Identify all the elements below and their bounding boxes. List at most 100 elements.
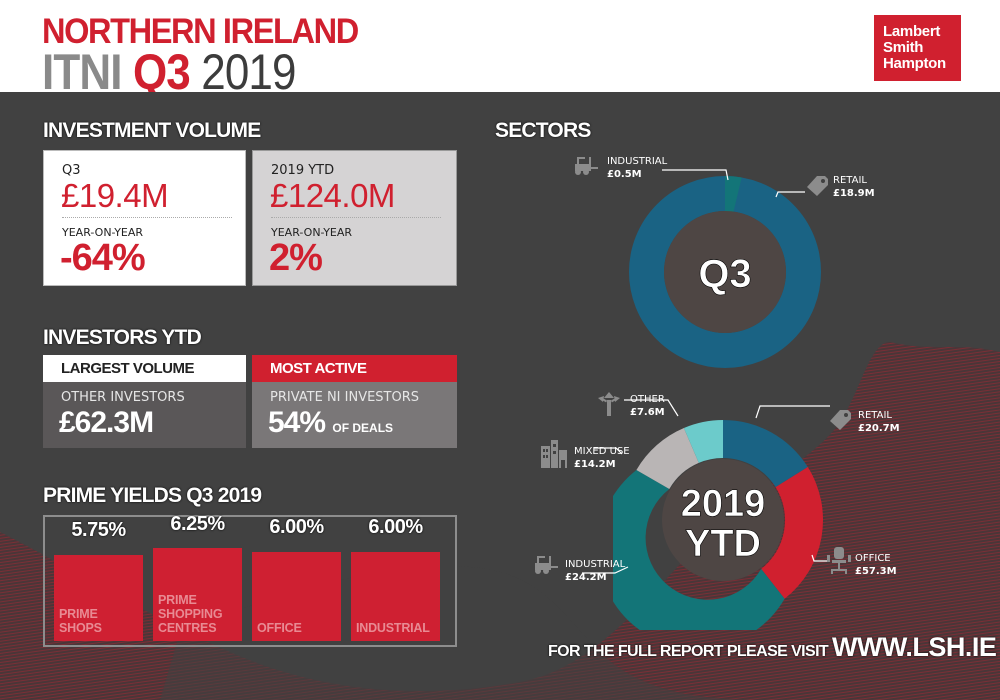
directions-arrow-icon [598, 392, 620, 416]
prime-yields-heading: PRIME YIELDS Q3 2019 [43, 484, 262, 507]
label-line: SHOPS [59, 621, 102, 635]
donut-center [664, 211, 786, 333]
largest-volume-header: LARGEST VOLUME [43, 355, 246, 382]
donut-center [662, 459, 784, 581]
sector-name: INDUSTRIAL [607, 156, 668, 167]
ytd-other-label: OTHER £7.6M [630, 393, 665, 419]
yield-bar: PRIME SHOPS [54, 555, 143, 641]
donut-segment-industrial [725, 176, 742, 214]
most-active-percent: 54% [268, 406, 326, 439]
infographic-body: INVESTMENT VOLUME Q3 £19.4M YEAR-ON-YEAR… [0, 92, 1000, 700]
report-title-year: 2019 [201, 44, 296, 100]
yield-bar-industrial: 6.00% INDUSTRIAL [351, 516, 440, 641]
sector-value: £20.7M [858, 423, 900, 434]
largest-volume-card: OTHER INVESTORS £62.3M [43, 382, 246, 448]
yield-bar: PRIME SHOPPING CENTRES [153, 548, 242, 641]
label-line: INDUSTRIAL [356, 621, 430, 635]
logo-line: Smith [883, 39, 924, 56]
buildings-icon [541, 440, 567, 468]
donut-segment-industrial [613, 470, 785, 630]
ytd-leader-lines [594, 399, 830, 455]
label-line: PRIME [158, 593, 197, 607]
q3-sector-donut: Q3 [629, 176, 821, 368]
report-title-quarter: Q3 [132, 44, 191, 100]
yield-category-label: INDUSTRIAL [356, 621, 430, 635]
office-chair-icon [827, 547, 851, 574]
ytd-mixed-use-label: MIXED USE £14.2M [574, 445, 630, 471]
yield-value: 6.00% [368, 516, 423, 538]
most-active-header: MOST ACTIVE [252, 355, 457, 382]
sector-value: £7.6M [630, 407, 665, 418]
donut-segment-other [683, 420, 723, 463]
header: NORTHERN IRELAND ITNI Q3 2019 Lambert Sm… [0, 0, 1000, 97]
sector-name: OFFICE [855, 553, 891, 564]
ytd-center-line2: YTD [685, 523, 761, 565]
sector-name: RETAIL [858, 410, 892, 421]
ytd-sector-donut: 2019 YTD [613, 420, 824, 630]
yield-value: 6.25% [170, 513, 225, 535]
price-tag-icon [830, 410, 851, 430]
label-line: PRIME [59, 607, 98, 621]
investors-ytd-heading: INVESTORS YTD [43, 326, 202, 349]
largest-investor-value: £62.3M [59, 406, 154, 439]
ytd-retail-label: RETAIL £20.7M [858, 409, 900, 435]
yield-bar-prime-shopping-centres: 6.25% PRIME SHOPPING CENTRES [153, 513, 242, 641]
q3-center-label: Q3 [698, 252, 751, 296]
yield-category-label: PRIME SHOPPING CENTRES [158, 593, 223, 635]
lsh-logo[interactable]: Lambert Smith Hampton [874, 15, 961, 81]
sector-value: £0.5M [607, 169, 642, 180]
price-tag-icon [807, 176, 828, 196]
sector-name: RETAIL [833, 175, 867, 186]
label-line: OFFICE [257, 621, 302, 635]
report-title: ITNI Q3 2019 [42, 47, 296, 97]
forklift-icon [575, 157, 598, 175]
q3-industrial-label: INDUSTRIAL £0.5M [607, 155, 667, 181]
sectors-heading: SECTORS [495, 119, 591, 142]
yield-value: 6.00% [269, 516, 324, 538]
donut-segment-office [761, 467, 824, 599]
q3-yoy-label: YEAR-ON-YEAR [62, 226, 144, 239]
footer-cta: FOR THE FULL REPORT PLEASE VISIT WWW.LSH… [548, 632, 997, 663]
largest-investor-name: OTHER INVESTORS [61, 390, 185, 405]
yield-category-label: OFFICE [257, 621, 302, 635]
q3-leader-lines [662, 169, 805, 198]
divider [62, 217, 232, 218]
region-title: NORTHERN IRELAND [42, 12, 359, 51]
sector-value: £14.2M [574, 459, 616, 470]
footer-prefix: FOR THE FULL REPORT PLEASE VISIT [548, 643, 829, 660]
sector-name: MIXED USE [574, 446, 630, 457]
sector-value: £18.9M [833, 188, 875, 199]
report-title-itni: ITNI [42, 44, 122, 100]
ytd-yoy-value: 2% [269, 237, 323, 279]
ytd-industrial-label: INDUSTRIAL £24.2M [565, 558, 625, 584]
yield-bar-prime-shops: 5.75% PRIME SHOPS [54, 519, 143, 641]
sector-name: INDUSTRIAL [565, 559, 626, 570]
donut-segment-retail [723, 420, 808, 488]
ytd-leader-lines-lower [582, 554, 828, 574]
sector-value: £57.3M [855, 566, 897, 577]
q3-retail-label: RETAIL £18.9M [833, 174, 875, 200]
logo-line: Hampton [883, 55, 946, 72]
forklift-icon [535, 556, 558, 574]
yield-bar-office: 6.00% OFFICE [252, 516, 341, 641]
sector-value: £24.2M [565, 572, 607, 583]
yield-category-label: PRIME SHOPS [59, 607, 102, 635]
divider [271, 217, 441, 218]
q3-label: Q3 [62, 163, 81, 178]
most-active-suffix: OF DEALS [332, 421, 394, 435]
ytd-label: 2019 YTD [271, 163, 335, 178]
ytd-volume-card: 2019 YTD £124.0M YEAR-ON-YEAR 2% [252, 150, 457, 286]
most-active-value: 54% OF DEALS [268, 406, 393, 440]
yield-bar: INDUSTRIAL [351, 552, 440, 641]
q3-yoy-value: -64% [60, 237, 146, 279]
ytd-center-line1: 2019 [681, 483, 766, 525]
yield-bar: OFFICE [252, 552, 341, 641]
most-active-investor-name: PRIVATE NI INVESTORS [270, 390, 420, 405]
ytd-office-label: OFFICE £57.3M [855, 552, 897, 578]
website-link[interactable]: WWW.LSH.IE [831, 632, 997, 662]
sector-name: OTHER [630, 394, 665, 405]
ytd-yoy-label: YEAR-ON-YEAR [271, 226, 353, 239]
ytd-volume-value: £124.0M [270, 177, 395, 214]
label-line: CENTRES [158, 621, 217, 635]
label-line: SHOPPING [158, 607, 223, 621]
